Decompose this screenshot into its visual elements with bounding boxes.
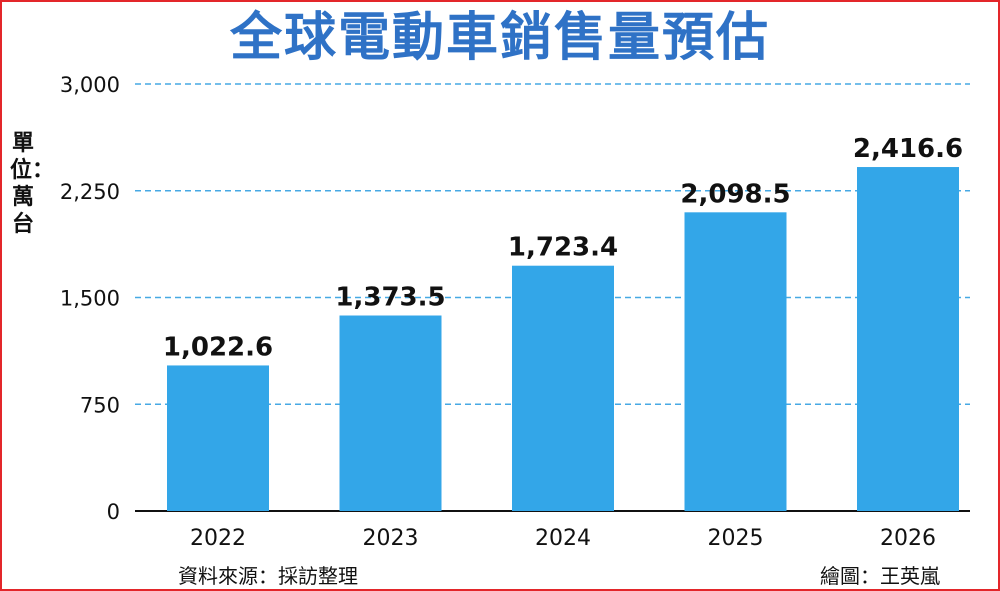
bar — [512, 265, 614, 511]
x-tick-label: 2022 — [190, 526, 246, 551]
x-tick-label: 2023 — [363, 526, 419, 551]
y-tick-label: 0 — [107, 500, 120, 524]
bar — [339, 315, 442, 511]
y-tick-label: 750 — [80, 393, 120, 417]
data-label: 1,723.4 — [508, 233, 618, 263]
source-note: 資料來源：採訪整理 — [178, 564, 358, 588]
y-axis-unit-label: 單位：萬台 — [10, 131, 55, 237]
x-tick-label: 2025 — [708, 526, 764, 551]
bar — [684, 212, 787, 511]
y-tick-label: 3,000 — [60, 73, 120, 97]
data-label: 1,373.5 — [335, 283, 445, 313]
bar — [167, 365, 269, 511]
graphic-credit: 繪圖：王英嵐 — [820, 564, 940, 588]
chart-title: 全球電動車銷售量預估 — [229, 8, 770, 68]
x-tick-label: 2026 — [880, 526, 936, 551]
bar — [857, 167, 959, 511]
y-tick-label: 2,250 — [60, 180, 120, 204]
data-label: 1,022.6 — [163, 332, 273, 362]
data-label: 2,416.6 — [853, 134, 963, 164]
y-tick-label: 1,500 — [60, 287, 120, 311]
x-tick-label: 2024 — [535, 526, 591, 551]
data-label: 2,098.5 — [680, 179, 790, 209]
